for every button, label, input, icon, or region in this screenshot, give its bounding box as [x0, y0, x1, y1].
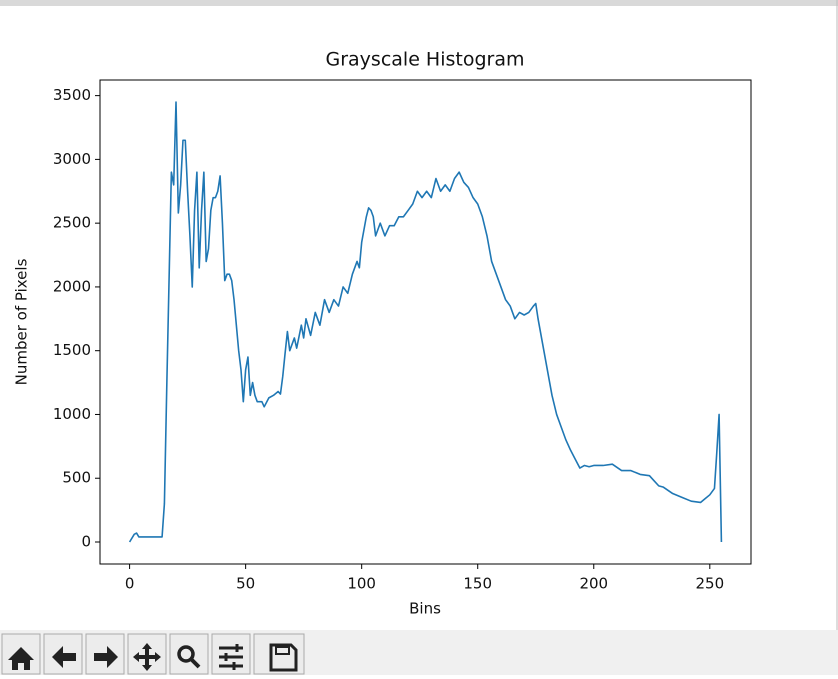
x-tick-label: 100 [347, 575, 376, 593]
y-tick-label: 0 [81, 533, 91, 551]
y-axis-label: Number of Pixels [13, 258, 31, 385]
y-tick-label: 1500 [53, 341, 91, 359]
y-tick-label: 2000 [53, 277, 91, 295]
pan-icon [133, 643, 161, 671]
y-tick-label: 1000 [53, 405, 91, 423]
save-icon [269, 643, 298, 672]
zoom-handle [189, 657, 201, 669]
y-tick-label: 2500 [53, 214, 91, 232]
y-tick-label: 3500 [53, 86, 91, 104]
x-axis-label: Bins [409, 600, 441, 618]
x-tick-label: 200 [579, 575, 608, 593]
home-icon [8, 647, 34, 670]
plot-frame [99, 79, 752, 565]
window-border [0, 0, 838, 6]
chart-title: Grayscale Histogram [326, 49, 525, 71]
back-icon [52, 646, 76, 668]
x-tick-label: 150 [463, 575, 492, 593]
toolbar [0, 630, 838, 675]
configure-button[interactable] [211, 633, 251, 675]
data-line [128, 101, 723, 543]
configure-icon [219, 644, 243, 670]
y-tick-label: 3000 [53, 150, 91, 168]
x-tick-label: 0 [125, 575, 135, 593]
save-icon-label [275, 646, 290, 655]
chart: Grayscale Histogram Bins Number of Pixel… [13, 49, 752, 618]
forward-icon [94, 646, 118, 668]
x-tick-label: 50 [236, 575, 255, 593]
toolbar-buttons [1, 633, 305, 675]
x-tick-label: 250 [695, 575, 724, 593]
y-tick-label: 500 [62, 469, 91, 487]
zoom-icon [177, 645, 195, 663]
zoom-button[interactable] [169, 633, 209, 675]
